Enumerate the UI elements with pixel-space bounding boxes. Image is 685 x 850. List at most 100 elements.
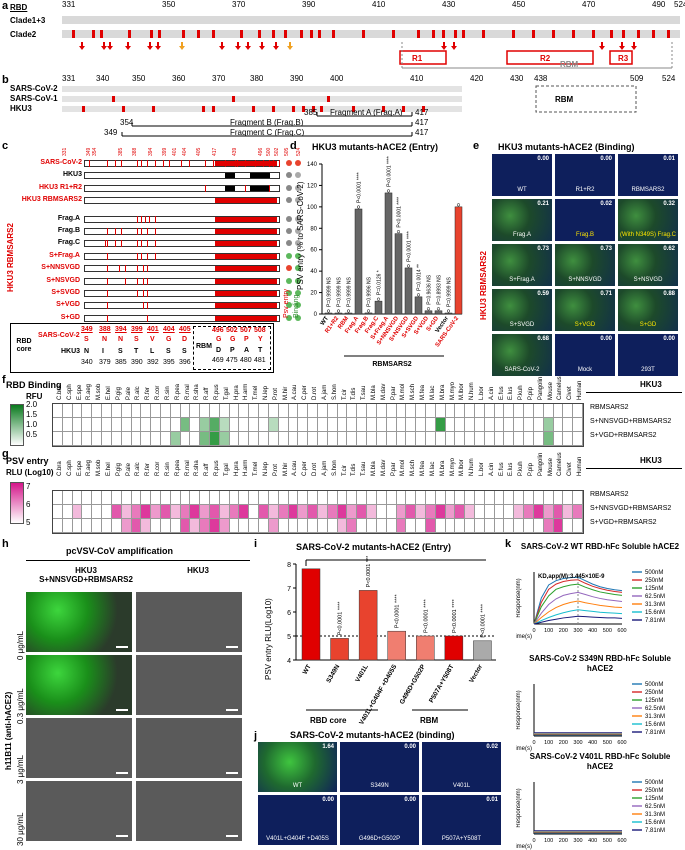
e-tile: 0.88 S+GD: [618, 289, 678, 331]
heat-cell: [563, 519, 574, 533]
heat-cell: [504, 432, 515, 446]
heat-cell: [347, 404, 358, 418]
k-curve: [533, 591, 623, 625]
frag-b-label: Fragment B (Frag.B): [230, 118, 304, 127]
c-rbm-fill: [215, 253, 277, 259]
heat-cell: [465, 418, 476, 432]
k-x-tick: 500: [603, 838, 612, 844]
k-curve: [533, 583, 623, 625]
i-y-tick-label: 4: [287, 658, 291, 665]
heat-cell: [435, 519, 446, 533]
b-rbm-box: [535, 85, 637, 113]
k-curve: [533, 576, 623, 625]
d-point: [416, 293, 421, 297]
c-entry-dot: [286, 215, 292, 222]
f-row2-label: S+NNSVGD+RBMSARS2: [590, 418, 672, 425]
heat-cell: [494, 432, 505, 446]
k-legend-label: 15.6nM: [645, 820, 665, 826]
a-mismatch-mark: [417, 30, 420, 38]
e-tile: 0.01 RBMSARS2: [618, 154, 678, 196]
e-tile-value: 0.68: [537, 336, 549, 342]
k-legend-label: 31.3nM: [645, 602, 665, 608]
heat-cell: [200, 491, 211, 505]
a-site-arrow: [599, 42, 605, 50]
heat-cell: [121, 491, 132, 505]
species-label: R.pea: [174, 383, 181, 400]
a-tick: 450: [512, 0, 526, 9]
c-rbm-sars-pos: 502: [226, 327, 238, 334]
a-mismatch-mark: [158, 30, 161, 38]
d-pvalue: P=0.9636 NS: [427, 274, 433, 305]
d-bar: [384, 192, 393, 315]
c-rbm-fill: [215, 278, 277, 284]
heat-cell: [514, 519, 525, 533]
heat-cell: [327, 519, 338, 533]
k-legend-label: 31.3nM: [645, 714, 665, 720]
k-ylabel: Response(nm): [516, 690, 522, 729]
c-mismatch-mark: [235, 160, 236, 167]
c-construct-label: S+SVGD: [51, 289, 80, 296]
a-rbm-label: RBM: [560, 60, 579, 69]
c-entry-dot: [286, 197, 292, 204]
k-x-tick: 500: [603, 740, 612, 746]
k-xlabel: Time(s): [516, 844, 532, 850]
species-label: T.cir: [341, 389, 348, 400]
c-rbm-hku3-pos: 475: [226, 357, 238, 364]
c-mismatch-mark: [155, 252, 156, 260]
heat-cell: [92, 491, 103, 505]
c-mismatch-mark: [279, 160, 280, 167]
k-legend-label: 62.5nM: [645, 804, 665, 810]
c-mismatch-mark: [205, 184, 206, 192]
a-site-arrow: [451, 42, 457, 50]
species-label: R.aeg: [86, 383, 93, 400]
e-tile-value: 0.71: [600, 291, 612, 297]
heat-cell: [219, 418, 230, 432]
heat-cell: [121, 418, 132, 432]
i-bar: [301, 568, 321, 661]
heat-cell: [435, 432, 446, 446]
k-chart-svg: Response(nm) Time(s)0 100 200 300 400 500 600 KD…: [516, 570, 665, 640]
species-label: M.sch: [410, 383, 417, 400]
c-hku3-aa: S: [118, 348, 123, 355]
heat-cell: [111, 418, 122, 432]
k-x-tick: 200: [559, 838, 568, 844]
clade13-seq-block: [62, 16, 680, 24]
k-x-tick: 300: [573, 838, 582, 844]
j-tile-label: G496D+G502P: [358, 836, 401, 842]
c-sars-aa: V: [150, 336, 155, 343]
heat-cell: [337, 505, 348, 519]
f-species-labels: C.bra C.sph E.spe R.aeg M.sob E.hel P.gig P.ale…: [52, 376, 583, 402]
species-label: A.jam: [321, 460, 328, 476]
heat-cell: [229, 432, 240, 446]
a-tick: 490: [652, 0, 666, 9]
k-legend-label: 15.6nM: [645, 610, 665, 616]
h-row-2: 3 μg/mL: [16, 754, 25, 784]
c-mismatch-mark: [143, 265, 144, 273]
c-mismatch-mark: [149, 215, 150, 223]
a-mismatch-mark: [432, 30, 435, 38]
heat-cell: [425, 505, 436, 519]
heat-cell: [72, 404, 83, 418]
heat-cell: [170, 432, 181, 446]
j-tile-label: V401L+G404F +D405S: [266, 836, 329, 842]
panel-label-e: e: [473, 140, 480, 152]
heat-cell: [121, 519, 132, 533]
heat-cell: [406, 491, 417, 505]
heat-cell: [484, 505, 495, 519]
d-point: [446, 309, 451, 313]
c-rbm-fill: [215, 303, 277, 309]
k-x-tick: 600: [617, 740, 626, 746]
c-mismatch-mark: [255, 160, 256, 167]
heat-cell: [494, 404, 505, 418]
c-mismatch-mark: [89, 160, 90, 167]
e-tile-label: S+GD: [639, 322, 657, 328]
frag-c-end: 417: [415, 128, 429, 137]
h-col2: HKU3: [187, 566, 209, 575]
heat-cell: [229, 519, 240, 533]
species-label: M.sch: [410, 459, 417, 476]
species-label: A.cin: [488, 386, 495, 400]
c-sars-aa: G: [166, 336, 172, 343]
c-hku3-pos: 390: [131, 359, 143, 366]
j-tile-value: 0.01: [486, 797, 498, 803]
heat-cell: [298, 418, 309, 432]
